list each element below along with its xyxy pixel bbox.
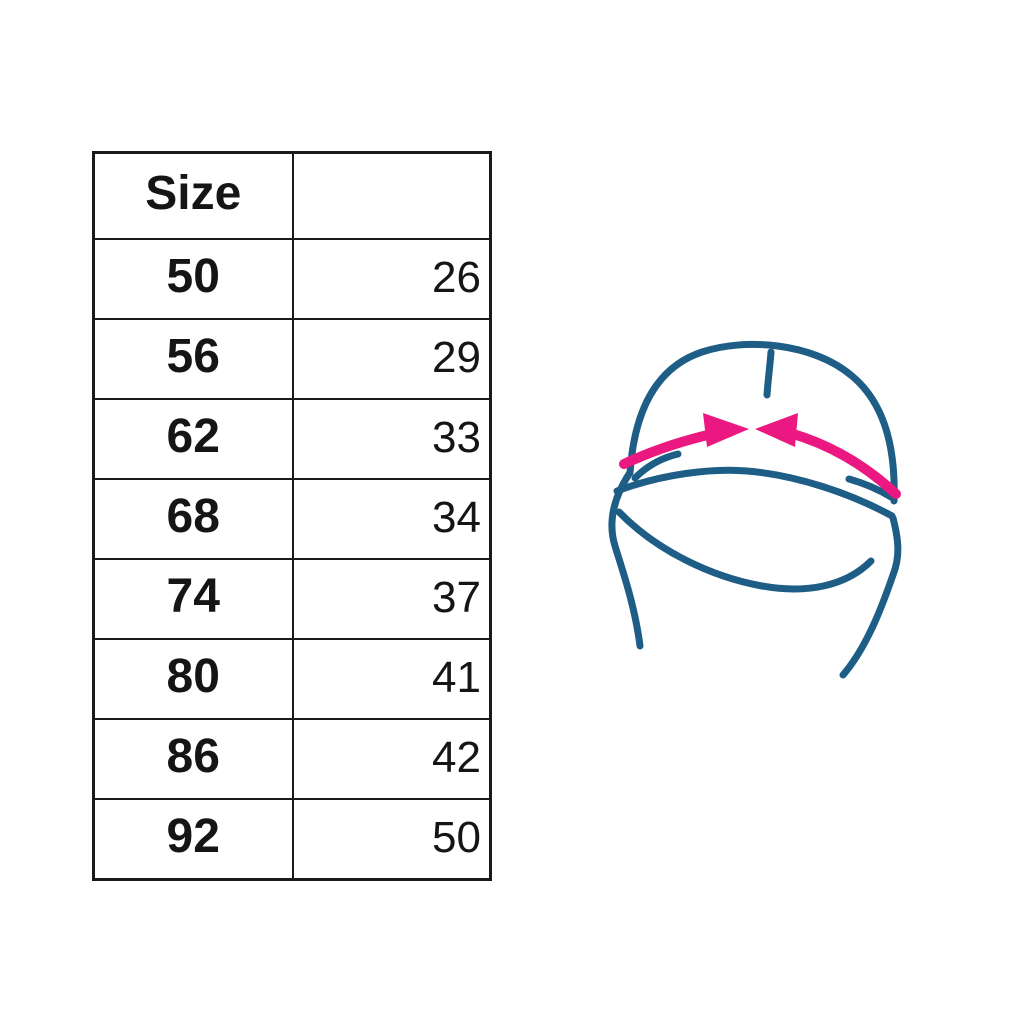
size-cell: 74 <box>92 558 294 640</box>
value-cell: 29 <box>291 318 492 400</box>
size-cell: 62 <box>92 398 294 480</box>
value-cell: 42 <box>291 718 492 800</box>
table-row: 68 34 <box>92 478 492 560</box>
value-cell: 50 <box>291 798 492 881</box>
value-cell: 33 <box>291 398 492 480</box>
measure-arrow-left-shaft <box>619 429 717 469</box>
size-column-header: Size <box>92 151 294 240</box>
measure-arrow-right-shaft <box>785 428 901 499</box>
value-cell: 34 <box>291 478 492 560</box>
table-row: 62 33 <box>92 398 492 480</box>
value-cell: 41 <box>291 638 492 720</box>
size-cell: 56 <box>92 318 294 400</box>
table-row: 86 42 <box>92 718 492 800</box>
size-table: Size 50 26 56 29 62 33 68 34 74 37 <box>92 151 492 881</box>
table-row: 92 50 <box>92 798 492 881</box>
value-column-header <box>291 151 492 240</box>
hat-right-fold-line <box>845 475 895 501</box>
size-cell: 50 <box>92 238 294 320</box>
table-row: 80 41 <box>92 638 492 720</box>
hat-neck-opening <box>615 508 875 593</box>
hat-band-edge <box>613 466 896 520</box>
measure-arrow-left-head-icon <box>703 413 749 447</box>
hat-crown-outline <box>626 341 898 505</box>
value-cell: 26 <box>291 238 492 320</box>
size-cell: 86 <box>92 718 294 800</box>
hat-crown-seam <box>763 348 775 399</box>
size-cell: 80 <box>92 638 294 720</box>
hat-left-tie <box>608 470 644 650</box>
table-row: 56 29 <box>92 318 492 400</box>
table-header-row: Size <box>92 151 492 240</box>
measure-arrow-right-head-icon <box>755 413 798 447</box>
hat-left-fold-line <box>631 450 682 482</box>
table-row: 74 37 <box>92 558 492 640</box>
value-cell: 37 <box>291 558 492 640</box>
size-cell: 68 <box>92 478 294 560</box>
table-row: 50 26 <box>92 238 492 320</box>
size-cell: 92 <box>92 798 294 881</box>
hat-right-tie <box>839 514 902 679</box>
